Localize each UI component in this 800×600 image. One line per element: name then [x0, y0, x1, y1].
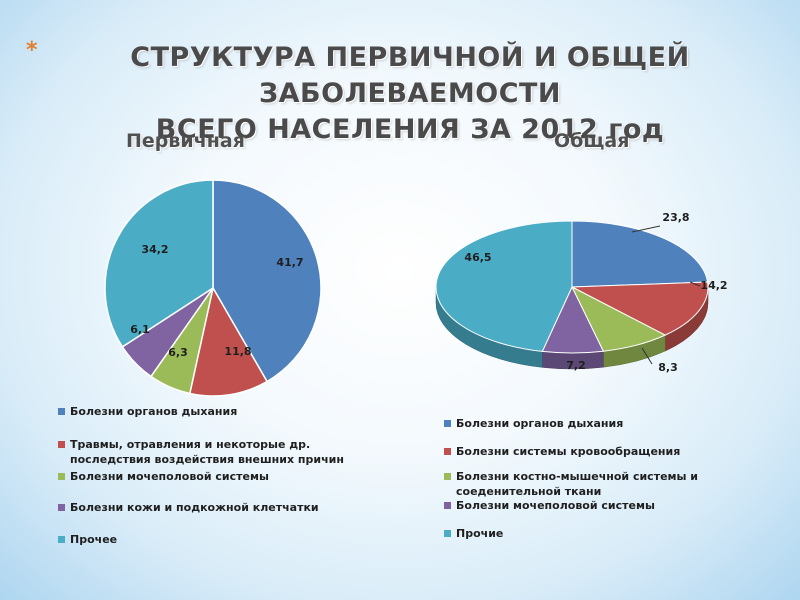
legend-swatch — [444, 473, 451, 480]
pie-total: 23,8 14,2 8,3 7,2 46,5 — [435, 211, 728, 374]
data-label: 14,2 — [700, 279, 727, 292]
legend-label: Болезни органов дыхания — [70, 405, 238, 418]
pie-slice — [571, 220, 709, 288]
data-label: 6,1 — [130, 323, 150, 336]
slide-title-line1: СТРУКТУРА ПЕРВИЧНОЙ И ОБЩЕЙ ЗАБОЛЕВАЕМОС… — [130, 42, 690, 109]
legend-label: Болезни костно-мышечной системы и соеден… — [456, 470, 699, 498]
pie-slice — [435, 220, 573, 352]
data-label: 6,3 — [168, 346, 188, 359]
pie-slice — [104, 179, 214, 348]
legend-label: Прочее — [70, 533, 118, 546]
legend-item: Болезни кожи и подкожной клетчатки — [58, 500, 319, 515]
pie-slice — [188, 285, 269, 397]
legend-swatch — [58, 504, 65, 511]
pie-primary: 41,7 11,8 6,3 6,1 34,2 — [104, 179, 322, 397]
title-bullet: * — [26, 38, 38, 63]
data-label: 11,8 — [224, 345, 251, 358]
leader-line — [631, 225, 661, 233]
legend-label: Болезни органов дыхания — [456, 417, 624, 430]
legend-item: Болезни мочеполовой системы — [58, 469, 269, 484]
legend-item: Прочее — [58, 532, 117, 547]
pie-slice — [570, 281, 709, 336]
legend-item: Болезни системы кровообращения — [444, 444, 680, 459]
legend-swatch — [58, 473, 65, 480]
legend-label: Прочие — [456, 527, 504, 540]
legend-label: Болезни кожи и подкожной клетчатки — [70, 501, 319, 514]
legend-swatch — [58, 408, 65, 415]
legend-item: Болезни органов дыхания — [444, 416, 623, 431]
chart-title-primary: Первичная — [126, 130, 245, 152]
leader-line — [641, 347, 653, 365]
data-label: 7,2 — [566, 359, 586, 372]
data-label: 23,8 — [662, 211, 689, 224]
legend-item: Болезни органов дыхания — [58, 404, 237, 419]
legend-item: Болезни костно-мышечной системы и соеден… — [444, 469, 744, 499]
legend-item: Болезни мочеполовой системы — [444, 498, 655, 513]
legend-item: Травмы, отравления и некоторые др. после… — [58, 437, 378, 467]
legend-swatch — [444, 530, 451, 537]
legend-swatch — [444, 420, 451, 427]
data-label: 41,7 — [276, 256, 303, 269]
legend-label: Травмы, отравления и некоторые др. после… — [70, 438, 344, 466]
legend-label: Болезни мочеполовой системы — [70, 470, 269, 483]
data-label: 8,3 — [658, 361, 678, 374]
legend-label: Болезни мочеполовой системы — [456, 499, 655, 512]
legend-label: Болезни системы кровообращения — [456, 445, 681, 458]
legend-swatch — [444, 448, 451, 455]
legend-swatch — [444, 502, 451, 509]
pie-slice — [212, 179, 322, 383]
slide-title: СТРУКТУРА ПЕРВИЧНОЙ И ОБЩЕЙ ЗАБОЛЕВАЕМОС… — [20, 40, 800, 148]
leader-line — [689, 281, 701, 287]
legend-item: Прочие — [444, 526, 503, 541]
data-label: 34,2 — [141, 243, 168, 256]
slide-title-line2: ВСЕГО НАСЕЛЕНИЯ ЗА 2012 год — [155, 114, 665, 145]
legend-swatch — [58, 441, 65, 448]
data-label: 46,5 — [464, 251, 491, 264]
legend-swatch — [58, 536, 65, 543]
chart-title-total: Общая — [554, 130, 630, 152]
